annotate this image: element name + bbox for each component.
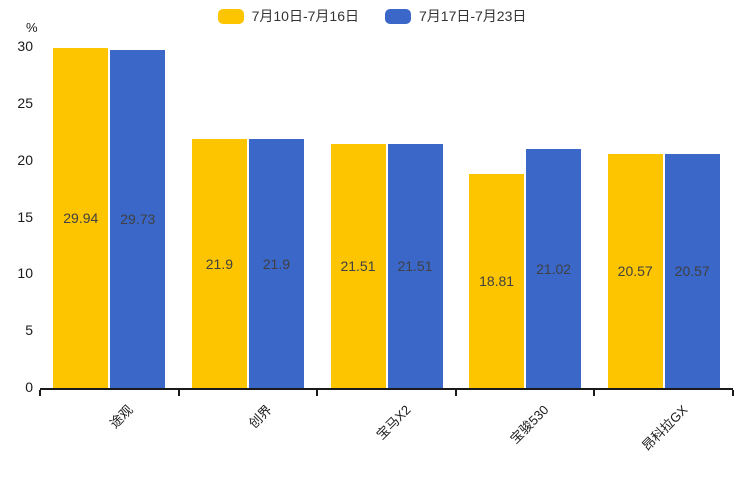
bar: 29.73 [110,50,166,388]
x-axis-label: 宝马X2 [372,402,414,443]
x-axis-tick [177,390,180,396]
legend-swatch-week2-icon [385,8,411,24]
y-axis-tick-label: 25 [17,94,33,111]
bar-value-label: 21.9 [205,255,234,272]
legend-item-week1[interactable]: 7月10日-7月16日 [217,6,359,26]
x-axis-label: 昂科拉GX [638,402,691,454]
bar: 29.94 [53,47,109,388]
bar: 21.02 [526,149,582,388]
bar-value-label: 29.94 [63,209,99,226]
legend: 7月10日-7月16日 7月17日-7月23日 [0,6,744,26]
y-axis-tick-label: 30 [17,38,33,54]
bar: 21.51 [387,143,443,388]
x-axis-tick [39,390,41,396]
x-axis-tick [593,390,596,396]
x-axis-tick [454,390,457,396]
x-axis-line [40,388,733,390]
bar-value-label: 21.02 [536,260,572,277]
bar: 21.51 [330,143,386,388]
bar-value-label: 29.73 [120,211,156,228]
y-axis-tick-label: 15 [17,208,33,225]
bar-value-label: 20.57 [617,263,653,280]
bar-value-label: 18.81 [479,273,515,290]
x-axis-tick [316,390,319,396]
legend-swatch-week1-icon [217,8,244,24]
legend-label-week1: 7月10日-7月16日 [251,8,359,24]
y-axis-unit-label: % [26,20,38,35]
x-axis-label: 宝骏530 [507,402,552,447]
bar-value-label: 21.51 [340,257,376,274]
legend-item-week2[interactable]: 7月17日-7月23日 [385,6,526,26]
y-axis-tick-label: 0 [25,379,33,395]
bar-value-label: 21.9 [262,255,291,272]
bar: 20.57 [607,154,663,388]
legend-label-week2: 7月17日-7月23日 [419,8,527,24]
x-axis-tick [732,390,734,396]
bar: 20.57 [664,154,720,388]
y-axis-tick-label: 5 [25,322,33,339]
bar-value-label: 20.57 [674,263,710,280]
bar: 18.81 [469,174,525,388]
bar: 21.9 [191,139,247,388]
x-axis-label: 创界 [245,402,275,432]
bar: 21.9 [248,139,304,388]
bar-value-label: 21.51 [397,257,433,274]
y-axis-tick-label: 20 [17,151,33,168]
y-axis-tick-label: 10 [17,265,33,282]
x-axis-label: 途观 [107,402,137,432]
